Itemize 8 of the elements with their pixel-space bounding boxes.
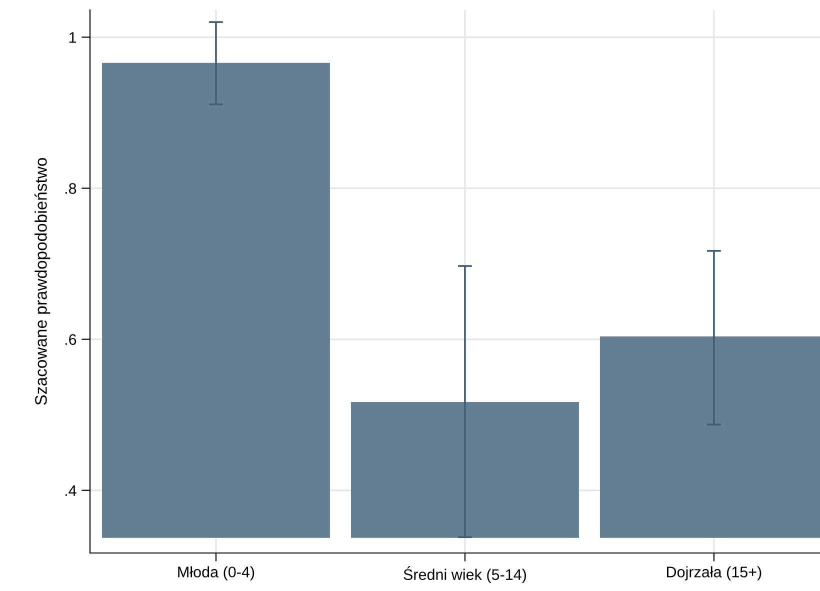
y-tick-label: .8 bbox=[65, 183, 76, 194]
y-tick-label: 1 bbox=[69, 32, 76, 43]
x-tick-label: Młoda (0-4) bbox=[178, 566, 254, 580]
x-tick-label: Dojrzała (15+) bbox=[667, 566, 762, 580]
x-tick-label: Średni wiek (5-14) bbox=[404, 566, 526, 584]
y-axis-title: Szacowane prawdopodobieństwo bbox=[34, 158, 50, 405]
y-tick-label: .6 bbox=[65, 334, 76, 345]
y-tick-label: .4 bbox=[65, 485, 76, 496]
